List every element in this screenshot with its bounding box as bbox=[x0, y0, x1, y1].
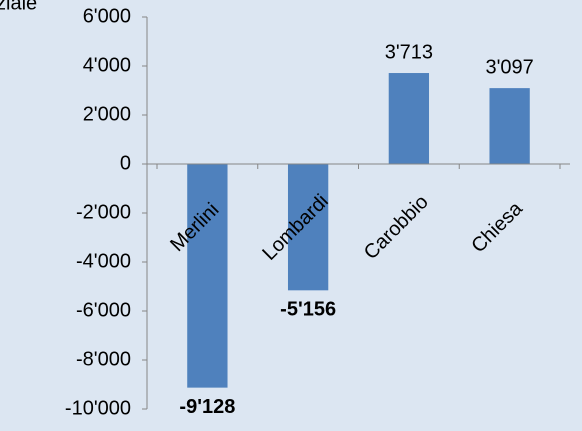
y-tick-label: -4'000 bbox=[76, 250, 131, 272]
chart-title: ziale bbox=[0, 0, 37, 14]
y-tick-label: -10'000 bbox=[65, 397, 131, 419]
x-tick-label: Carobbio bbox=[360, 191, 433, 264]
y-tick-label: -2'000 bbox=[76, 201, 131, 223]
data-label: -5'156 bbox=[280, 299, 336, 321]
bar bbox=[187, 164, 228, 388]
bar bbox=[388, 73, 430, 164]
y-tick-label: -8'000 bbox=[76, 348, 131, 370]
bar bbox=[489, 88, 530, 164]
y-tick-label: 0 bbox=[120, 152, 131, 174]
bar bbox=[287, 164, 329, 291]
data-label: 3'097 bbox=[485, 56, 533, 78]
y-tick-label: -6'000 bbox=[76, 299, 131, 321]
data-label: -9'128 bbox=[179, 396, 235, 418]
data-label: 3'713 bbox=[385, 41, 433, 63]
x-tick-label: Chiesa bbox=[467, 197, 527, 257]
y-tick-label: 4'000 bbox=[83, 54, 131, 76]
y-tick-label: 2'000 bbox=[83, 103, 131, 125]
y-tick-label: 6'000 bbox=[83, 5, 131, 27]
